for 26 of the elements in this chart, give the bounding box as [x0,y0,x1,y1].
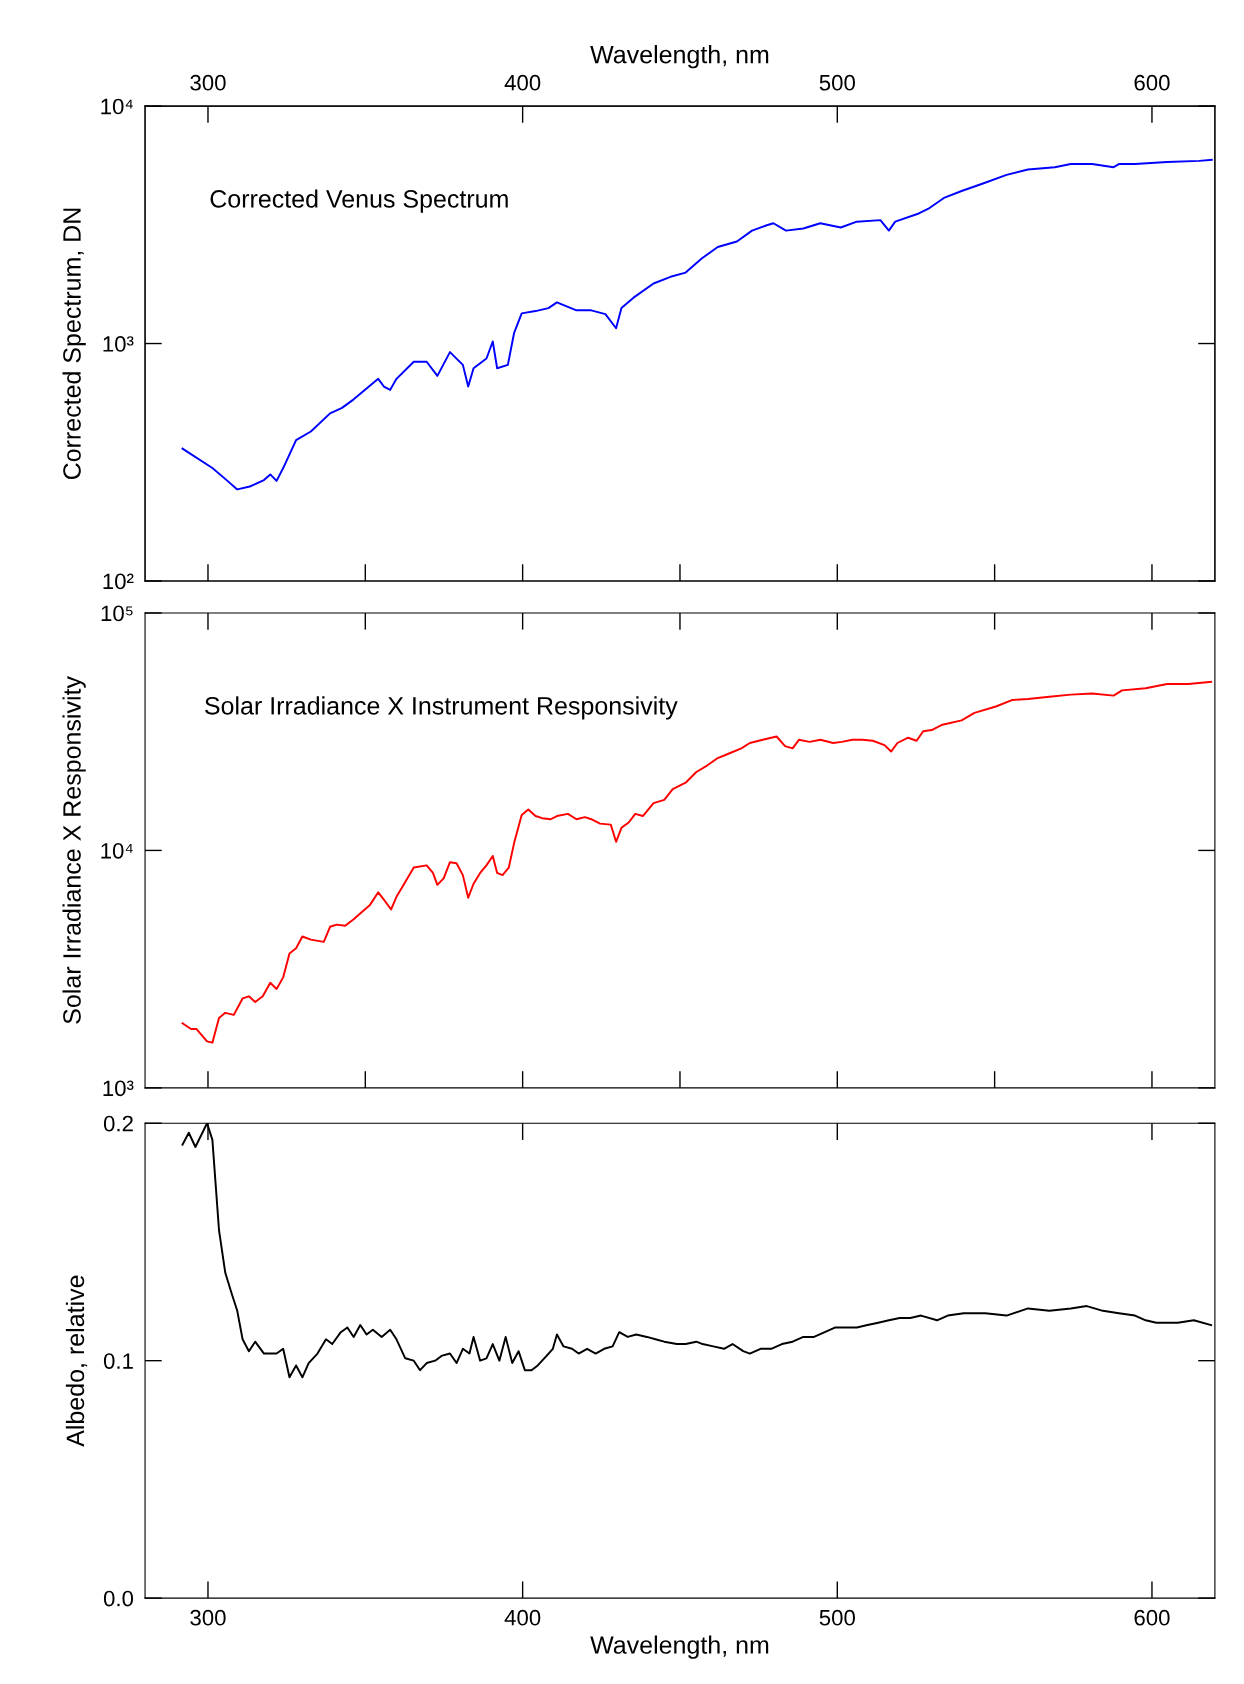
y-axis-title: Albedo, relative [65,1275,88,1447]
y-tick-label: 10⁵ [101,605,133,622]
annotation: Solar Irradiance X Instrument Responsivity [205,696,678,720]
line-series [181,158,1213,491]
x2-axis-title: Wavelength, nm [590,45,769,69]
annotation: Corrected Venus Spectrum [210,189,508,213]
x2-tick-label: 600 [1134,74,1170,91]
y-axis-title: Corrected Spectrum, DN [62,208,86,480]
x2-tick-label: 300 [190,74,226,91]
y-tick-label: 0.2 [103,1115,133,1132]
x-tick-label: 500 [819,1609,855,1626]
y-tick-label: 10⁴ [101,98,133,115]
y-tick-label: 10⁴ [101,842,133,859]
x-tick-label: 400 [504,1609,541,1626]
y-tick-label: 10³ [103,336,134,352]
line-series [181,680,1213,1044]
x-tick-label: 300 [190,1609,226,1626]
y-axis-title: Solar Irradiance X Responsivity [62,676,86,1024]
y-tick-label: 10³ [103,1080,134,1097]
x-axis-title: Wavelength, nm [590,1635,769,1659]
y-tick-label: 0.0 [103,1590,134,1607]
x2-tick-label: 500 [819,74,855,91]
x2-tick-label: 400 [504,74,541,91]
y-tick-label: 0.1 [103,1353,133,1369]
y-tick-label: 10² [103,573,134,590]
x-tick-label: 600 [1134,1609,1170,1626]
